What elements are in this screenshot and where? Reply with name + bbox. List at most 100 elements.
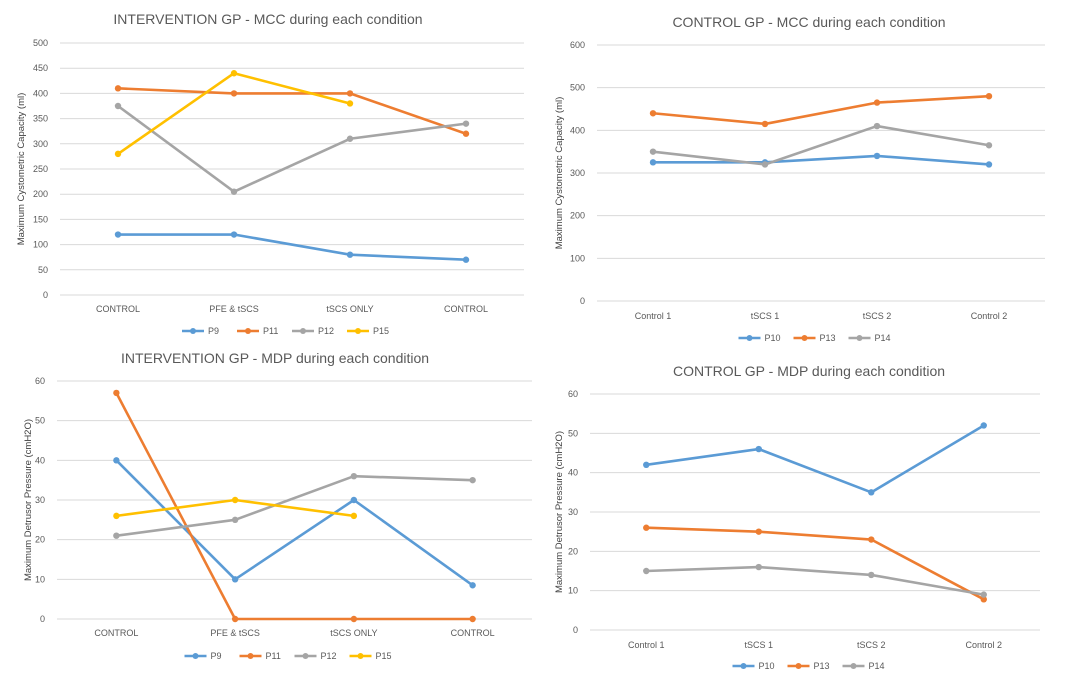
legend-swatch-marker [856,335,863,341]
data-point-p13 [873,99,881,106]
data-point-p10 [755,445,762,453]
data-point-p15 [350,512,358,520]
data-point-p15 [231,496,239,504]
data-point-p15 [346,100,354,107]
legend-label-p10: P10 [759,661,775,671]
legend-swatch-marker [795,663,802,669]
y-tick-label: 30 [568,507,578,517]
data-point-p14 [643,567,650,575]
y-tick-label: 250 [33,164,48,174]
legend-label-p10: P10 [765,333,781,343]
y-tick-label: 400 [33,88,48,98]
data-point-p12 [230,188,238,195]
series-line-p12 [117,104,467,193]
y-tick-label: 500 [33,38,48,48]
y-axis-label: Maximum Detrusor Pressure (cmH2O) [554,431,565,593]
legend-label-p15: P15 [376,651,392,661]
data-point-p9 [469,582,476,589]
data-point-p14 [980,591,987,598]
y-tick-label: 200 [570,211,585,221]
data-point-p10 [649,159,657,166]
data-point-p10 [985,161,993,168]
data-point-p14 [649,148,657,155]
legend-swatch-marker [746,335,753,341]
series-line-p13 [646,526,985,601]
chart-panel-4: CONTROL GP - MDP during each condition 0 1… [554,363,1040,671]
y-tick-label: 30 [35,495,45,505]
y-tick-label: 40 [568,468,578,478]
data-point-p15 [113,512,120,520]
data-point-p13 [985,93,993,100]
series-line-p9 [115,459,474,587]
y-tick-label: 20 [35,535,45,545]
y-tick-label: 50 [35,416,45,426]
legend-swatch-marker [355,328,361,334]
y-tick-label: 450 [33,63,48,73]
series-line-p10 [646,424,985,494]
data-point-p11 [113,389,120,397]
y-tick-label: 10 [568,586,578,596]
x-tick-label: tSCS ONLY [330,628,377,638]
y-tick-label: 150 [33,214,48,224]
data-point-p9 [231,576,239,583]
x-tick-label: tSCS 1 [751,311,780,321]
data-point-p12 [346,135,354,142]
data-point-p9 [462,256,470,263]
legend-swatch-marker [850,663,857,669]
data-point-p11 [231,615,239,623]
y-tick-label: 600 [570,40,585,50]
chart-panel-3: INTERVENTION GP - MDP during each condit… [23,350,532,661]
y-tick-label: 0 [580,296,585,306]
series-line-p15 [117,71,351,155]
y-tick-label: 60 [568,389,578,399]
data-point-p10 [980,422,987,429]
data-point-p12 [469,476,476,484]
x-tick-label: tSCS 2 [857,640,886,650]
x-tick-label: CONTROL [444,304,488,314]
data-point-p14 [755,563,762,571]
series-line-p14 [652,124,990,166]
series-line-p11 [117,87,467,135]
y-tick-label: 300 [570,168,585,178]
y-tick-label: 400 [570,125,585,135]
chart-panel-1: INTERVENTION GP - MCC during each condit… [16,11,524,336]
data-point-p14 [873,122,881,130]
chart-title: INTERVENTION GP - MCC during each condit… [113,11,422,27]
legend-swatch-marker [245,328,251,334]
data-point-p13 [649,110,657,117]
series-line-p13 [652,94,990,126]
y-tick-label: 50 [568,428,578,438]
data-point-p11 [230,90,238,97]
x-tick-label: Control 1 [628,640,665,650]
y-axis-label: Maximum Cystometric Capacity (ml) [16,93,27,246]
data-point-p12 [114,102,122,110]
series-line-p14 [646,565,984,596]
legend-swatch-marker [357,653,364,659]
x-tick-label: Control 2 [965,640,1002,650]
legend-swatch-marker [190,328,196,334]
series-line-p12 [116,474,473,537]
x-tick-label: CONTROL [451,628,495,638]
y-axis-label: Maximum Cystometric Capacity (ml) [554,97,565,250]
legend-label-p14: P14 [875,333,891,343]
y-tick-label: 200 [33,189,48,199]
x-tick-label: CONTROL [94,628,138,638]
data-point-p10 [873,152,881,160]
legend-label-p15: P15 [373,326,389,336]
legend-swatch-marker [300,328,306,334]
y-tick-label: 10 [35,574,45,584]
data-point-p12 [350,473,358,480]
data-point-p14 [868,571,875,579]
y-tick-label: 0 [43,290,48,300]
x-tick-label: tSCS 1 [744,640,773,650]
legend-label-p11: P11 [266,651,281,661]
y-tick-label: 50 [38,265,48,275]
legend-label-p14: P14 [869,661,885,671]
data-point-p13 [755,528,762,535]
legend-swatch-marker [801,335,808,341]
y-tick-label: 100 [33,240,48,250]
data-point-p11 [114,85,122,92]
x-tick-label: tSCS 2 [863,311,892,321]
chart-panel-2: CONTROL GP - MCC during each condition 0 1… [554,14,1045,343]
legend-swatch-marker [740,663,747,669]
